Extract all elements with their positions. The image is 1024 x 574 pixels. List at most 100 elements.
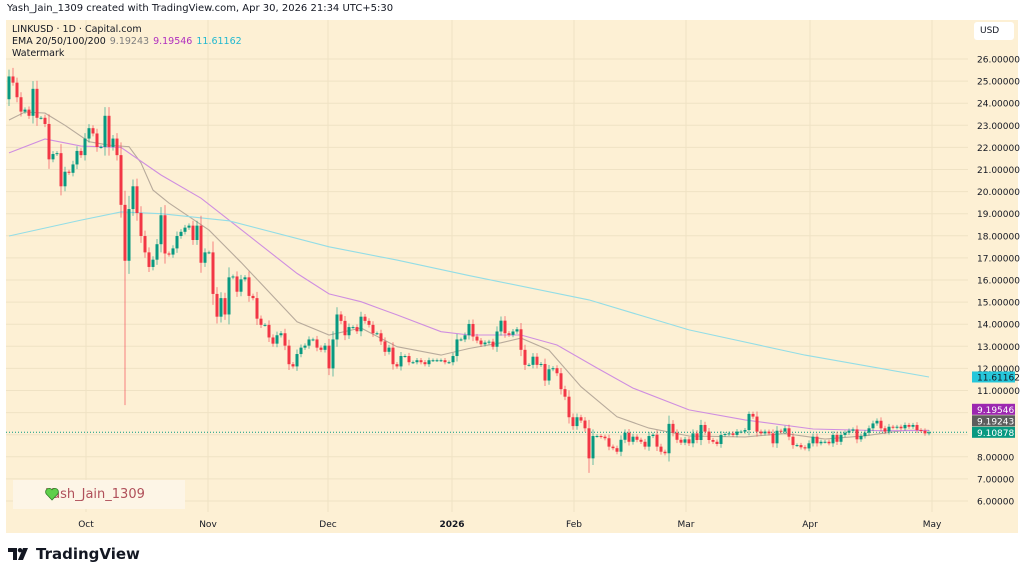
candle-down [67, 169, 71, 175]
candle-down [443, 358, 447, 365]
candle-body [875, 420, 879, 424]
candle-down [835, 431, 839, 446]
candle-down [663, 449, 667, 456]
candle-body [391, 347, 395, 365]
candle-down [27, 106, 31, 119]
candle-down [147, 247, 151, 272]
currency-button[interactable]: USD [974, 22, 1014, 40]
candle-up [103, 107, 107, 156]
candle-body [211, 252, 215, 294]
watermark-text: Yash_Jain_1309 [46, 487, 145, 502]
candle-body [827, 441, 831, 444]
candle-down [695, 430, 699, 444]
candle-down [855, 425, 859, 444]
candle-body [267, 324, 271, 338]
candle-body [423, 362, 427, 365]
candle-up [551, 366, 555, 372]
candle-body [575, 417, 579, 427]
candle-down [343, 315, 347, 341]
candle-body [591, 436, 595, 459]
candle-down [43, 114, 47, 128]
candle-body [59, 153, 63, 187]
ema50-value: 9.19546 [153, 36, 193, 47]
candle-down [315, 335, 319, 352]
candle-body [275, 335, 279, 344]
candle-body [599, 436, 603, 438]
candle-body [807, 443, 811, 449]
watermark-legend[interactable]: Watermark [12, 48, 65, 59]
candle-up [783, 425, 787, 435]
candle-body [79, 150, 83, 156]
x-tick-label: Oct [78, 520, 94, 530]
candle-body [587, 428, 591, 459]
candle-body [319, 347, 323, 350]
candle-body [487, 341, 491, 343]
candle-body [447, 362, 451, 364]
candle-body [775, 430, 779, 444]
price-tag-text: 9.19546 [977, 406, 1014, 416]
candles [7, 67, 931, 473]
candle-body [611, 446, 615, 449]
candle-body [431, 360, 435, 362]
candle-up [747, 411, 751, 436]
candle-up [439, 358, 443, 362]
candle-down [79, 148, 83, 158]
candle-up [399, 351, 403, 371]
candle-down [815, 433, 819, 447]
candle-body [139, 213, 143, 237]
candle-up [75, 146, 79, 170]
candle-down [15, 77, 19, 103]
candle-body [763, 431, 767, 434]
candle-body [739, 431, 743, 433]
candle-up [575, 413, 579, 430]
candle-down [603, 434, 607, 441]
candle-down [879, 417, 883, 432]
candle-up [515, 327, 519, 334]
candle-body [467, 323, 471, 336]
candle-body [923, 430, 927, 434]
candle-up [843, 430, 847, 438]
symbol-line[interactable]: LINKUSD · 1D · Capital.com [12, 24, 142, 35]
y-tick-label: 8.00000 [977, 453, 1014, 463]
candle-body [439, 360, 443, 362]
candle-body [295, 354, 299, 367]
candle-body [543, 363, 547, 381]
candle-down [915, 422, 919, 433]
y-tick-label: 22.00000 [977, 144, 1020, 154]
candle-down [287, 339, 291, 371]
candle-up [51, 151, 55, 163]
candle-body [443, 360, 447, 363]
candle-body [551, 368, 555, 370]
candle-body [787, 428, 791, 437]
candle-body [387, 347, 391, 352]
candle-down [707, 427, 711, 444]
candle-down [779, 428, 783, 434]
candle-body [119, 155, 123, 205]
candle-body [339, 314, 343, 321]
candle-body [687, 439, 691, 444]
candle-up [335, 307, 339, 347]
candle-up [31, 81, 35, 124]
candle-up [311, 337, 315, 342]
candle-up [595, 434, 599, 438]
candle-up [279, 331, 283, 338]
chart-panel[interactable] [6, 20, 1018, 533]
candle-up [159, 207, 163, 253]
candle-body [471, 323, 475, 337]
y-tick-label: 7.00000 [977, 475, 1014, 485]
candle-body [31, 88, 35, 116]
candle-up [591, 429, 595, 466]
candle-down [771, 429, 775, 448]
y-tick-label: 18.00000 [977, 232, 1020, 242]
candle-body [323, 345, 327, 350]
candle-down [119, 142, 123, 218]
candle-body [251, 295, 255, 299]
y-tick-label: 15.00000 [977, 299, 1020, 309]
candle-up [111, 134, 115, 151]
candle-down [627, 428, 631, 446]
candle-body [819, 441, 823, 444]
candle-up [387, 344, 391, 355]
candle-body [527, 364, 531, 366]
ema-legend[interactable]: EMA 20/50/100/200 9.19243 9.19546 11.61162 [12, 36, 242, 48]
